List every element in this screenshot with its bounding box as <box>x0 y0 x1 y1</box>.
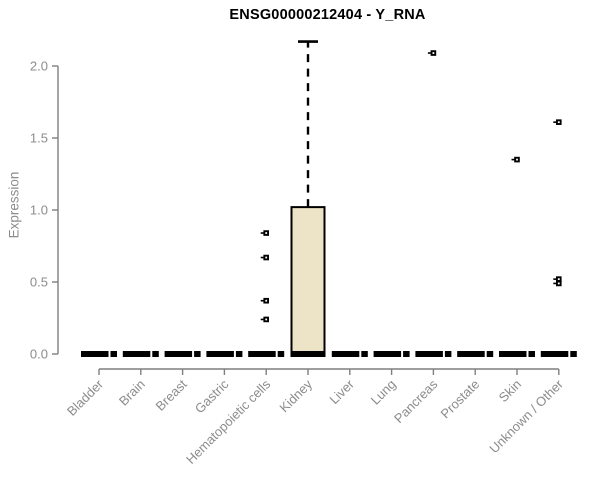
x-tick-label: Prostate <box>437 377 482 422</box>
zero-box-bar <box>248 351 276 357</box>
x-tick-label: Pancreas <box>391 376 441 426</box>
x-tick-label: Gastric <box>192 376 232 416</box>
x-tick-label: Brain <box>116 377 148 409</box>
outlier-point-center <box>557 278 560 281</box>
outlier-point-center <box>265 318 268 321</box>
zero-box-bar <box>499 351 527 357</box>
y-tick-label: 1.0 <box>30 203 48 218</box>
zero-box-bar-end <box>486 351 494 357</box>
zero-box-bar-end <box>361 351 368 357</box>
zero-box-bar-end <box>152 351 159 357</box>
y-tick-label: 0.5 <box>30 275 48 290</box>
zero-box-bar-end <box>403 351 410 357</box>
zero-box-bar-end <box>570 351 577 357</box>
zero-box-bar <box>122 351 151 357</box>
zero-box-bar <box>540 351 569 357</box>
zero-box-bar-end <box>277 351 285 357</box>
outlier-point-center <box>557 282 560 285</box>
y-tick-label: 1.5 <box>30 131 48 146</box>
x-tick-label: Liver <box>326 376 357 407</box>
outlier-point-center <box>265 299 268 302</box>
y-tick-label: 2.0 <box>30 59 48 74</box>
zero-box-bar <box>373 351 402 357</box>
outlier-point-center <box>265 232 268 234</box>
x-tick-label: Bladder <box>64 376 107 419</box>
x-tick-label: Unknown / Other <box>486 376 566 456</box>
outlier-point-center <box>557 121 560 124</box>
zero-box-bar <box>81 351 109 357</box>
outlier-point-center <box>265 256 268 259</box>
x-tick-label: Breast <box>153 376 190 413</box>
median-bar <box>290 351 326 357</box>
zero-box-bar-end <box>110 351 117 357</box>
zero-box-bar <box>206 351 234 357</box>
box <box>290 206 326 355</box>
zero-box-bar <box>457 351 485 357</box>
outlier-point-center <box>432 52 435 54</box>
zero-box-bar-end <box>235 351 243 357</box>
zero-box-bar-end <box>528 351 535 357</box>
zero-box-bar <box>164 351 193 357</box>
x-tick-label: Kidney <box>276 376 315 415</box>
y-tick-label: 0.0 <box>30 347 48 362</box>
chart-title: ENSG00000212404 - Y_RNA <box>229 7 426 23</box>
x-tick-label: Lung <box>368 377 399 408</box>
outlier-point-center <box>516 158 518 161</box>
zero-box-bar-end <box>194 351 201 357</box>
zero-box-bar <box>331 351 360 357</box>
x-tick-label: Skin <box>496 377 524 405</box>
zero-box-bar <box>415 351 443 357</box>
zero-box-bar-end <box>444 351 452 357</box>
